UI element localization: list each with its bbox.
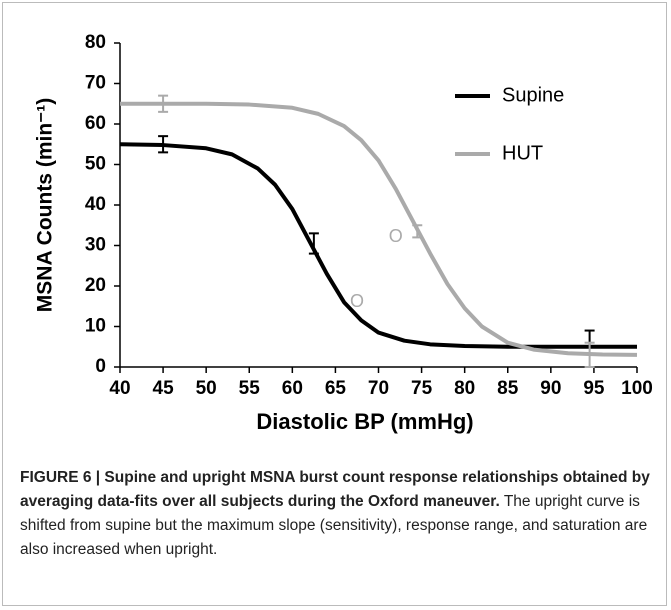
caption-text: The upright curve is shifted from supine… <box>20 493 648 558</box>
caption: FIGURE 6 | Supine and upright MSNA burst… <box>20 466 654 562</box>
curve <box>120 101 638 357</box>
caption-label: FIGURE 6 | Supine and upright MSNA burst… <box>20 469 650 510</box>
annotation: O <box>389 226 403 246</box>
y-tick-label: 60 <box>85 113 106 134</box>
x-tick-label: 75 <box>411 378 433 399</box>
y-tick-label: 80 <box>85 32 106 53</box>
legend-label: HUT <box>502 142 543 164</box>
y-tick-label: 30 <box>85 235 106 256</box>
x-tick-label: 60 <box>282 378 303 399</box>
y-tick-label: 50 <box>85 154 106 175</box>
x-tick-label: 70 <box>368 378 389 399</box>
y-tick-label: 40 <box>85 194 106 215</box>
x-tick-label: 95 <box>583 378 605 399</box>
legend-label: Supine <box>502 84 564 106</box>
x-tick-label: 45 <box>153 378 175 399</box>
y-axis-label: MSNA Counts (min⁻¹) <box>34 98 57 312</box>
x-tick-label: 55 <box>239 378 261 399</box>
x-tick-label: 65 <box>325 378 347 399</box>
y-tick-label: 20 <box>85 275 106 296</box>
x-tick-label: 80 <box>454 378 475 399</box>
x-tick-label: 50 <box>196 378 217 399</box>
x-tick-label: 85 <box>497 378 519 399</box>
x-tick-label: 40 <box>109 378 130 399</box>
y-tick-label: 10 <box>85 316 106 337</box>
curve <box>119 142 637 349</box>
x-axis-label: Diastolic BP (mmHg) <box>256 409 473 434</box>
chart: Diastolic BP (mmHg) MSNA Counts (min⁻¹) … <box>34 32 653 434</box>
annotation: O <box>350 291 364 311</box>
y-tick-label: 0 <box>95 356 106 377</box>
x-tick-label: 100 <box>621 378 653 399</box>
y-tick-label: 70 <box>85 73 106 94</box>
x-tick-label: 90 <box>540 378 561 399</box>
